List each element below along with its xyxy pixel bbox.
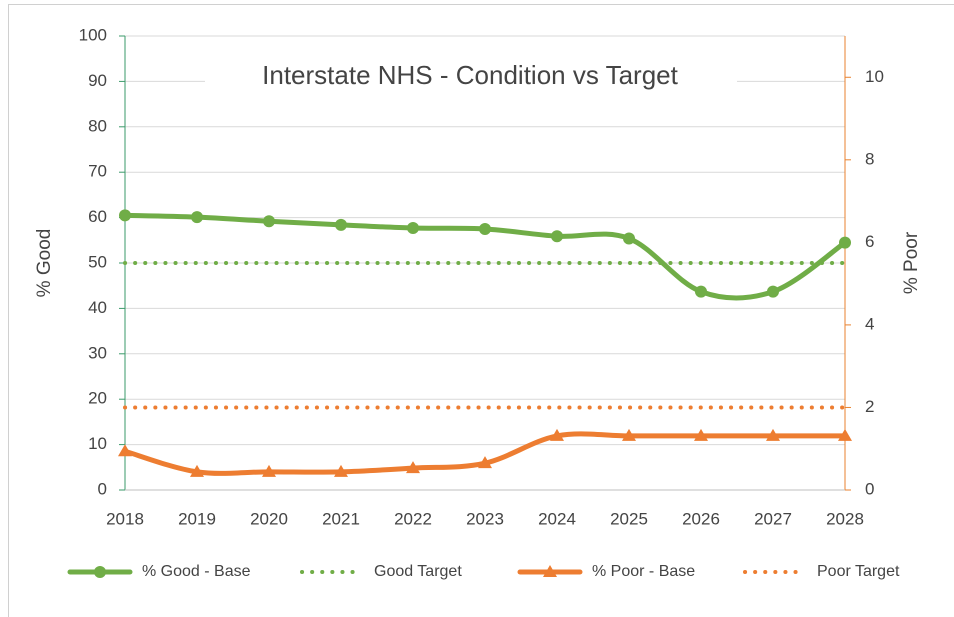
x-tick-label: 2028: [826, 509, 864, 528]
x-tick-label: 2019: [178, 509, 216, 528]
y2-tick-label: 8: [865, 149, 874, 168]
x-tick-label: 2022: [394, 509, 432, 528]
x-tick-label: 2027: [754, 509, 792, 528]
legend-label: % Good - Base: [142, 563, 251, 580]
x-tick-label: 2026: [682, 509, 720, 528]
point: [550, 428, 564, 441]
point: [119, 209, 131, 222]
y-tick-label: 100: [79, 25, 107, 44]
legend-label: Poor Target: [817, 563, 900, 580]
point: [190, 464, 204, 477]
y-tick-label: 80: [88, 116, 107, 135]
legend-marker: [94, 566, 106, 578]
point: [839, 236, 851, 249]
chart-title: Interstate NHS - Condition vs Target: [262, 60, 678, 90]
point: [262, 464, 276, 477]
y2-tick-label: 2: [865, 397, 874, 416]
point: [695, 285, 707, 298]
x-tick-label: 2024: [538, 509, 576, 528]
point: [335, 218, 347, 231]
y-tick-label: 40: [88, 298, 107, 317]
x-tick-label: 2018: [106, 509, 144, 528]
legend-label: % Poor - Base: [592, 563, 695, 580]
y2-tick-label: 0: [865, 479, 874, 498]
point: [623, 232, 635, 245]
point: [334, 464, 348, 477]
y-tick-label: 50: [88, 252, 107, 271]
point: [838, 428, 852, 441]
y-axis-label: % Good: [34, 229, 55, 298]
y-tick-label: 70: [88, 162, 107, 181]
y2-axis-label: % Poor: [901, 231, 922, 294]
point: [767, 285, 779, 298]
x-tick-label: 2023: [466, 509, 504, 528]
y-tick-label: 60: [88, 207, 107, 226]
point: [478, 456, 492, 469]
point: [622, 428, 636, 441]
point: [551, 230, 563, 243]
point: [407, 222, 419, 235]
legend-marker: [543, 565, 557, 577]
x-tick-label: 2021: [322, 509, 360, 528]
point: [263, 215, 275, 228]
x-tick-label: 2020: [250, 509, 288, 528]
point: [191, 211, 203, 224]
y2-tick-label: 4: [865, 314, 874, 333]
y2-tick-label: 6: [865, 232, 874, 251]
point: [406, 461, 420, 474]
y-tick-label: 0: [98, 479, 107, 498]
title-background: [205, 55, 737, 99]
y-tick-label: 10: [88, 434, 107, 453]
point: [694, 428, 708, 441]
chart-border: [8, 4, 954, 617]
point: [118, 444, 132, 457]
legend-label: Good Target: [374, 563, 462, 580]
x-tick-label: 2025: [610, 509, 648, 528]
point: [479, 222, 491, 235]
point: [766, 428, 780, 441]
y2-tick-label: 10: [865, 67, 884, 86]
y-tick-label: 30: [88, 343, 107, 362]
y-tick-label: 20: [88, 389, 107, 408]
y-tick-label: 90: [88, 71, 107, 90]
